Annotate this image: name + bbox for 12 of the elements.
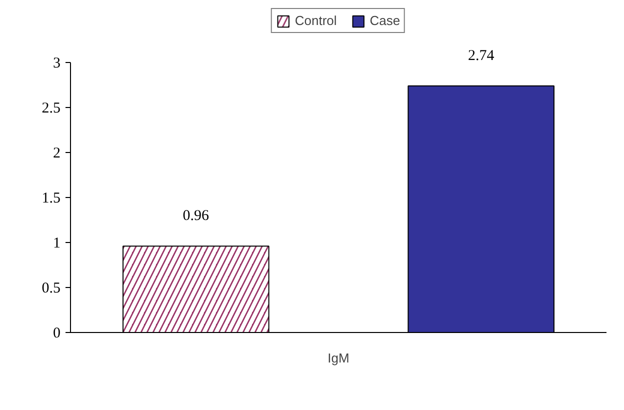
data-label: 0.96: [182, 208, 210, 224]
y-tick-label: 0.5: [42, 280, 60, 296]
y-tick-label: 3: [53, 56, 60, 72]
data-label: 2.74: [468, 48, 495, 64]
legend-label: Control: [294, 13, 337, 28]
legend-label: Case: [370, 13, 400, 28]
y-tick-label: 1: [53, 236, 60, 252]
x-tick-label: IgM: [328, 350, 350, 366]
y-tick-label: 2: [53, 146, 60, 162]
y-tick-label: 0: [53, 326, 60, 342]
y-tick-label: 2.5: [42, 100, 60, 116]
y-tick-label: 1.5: [42, 190, 60, 206]
